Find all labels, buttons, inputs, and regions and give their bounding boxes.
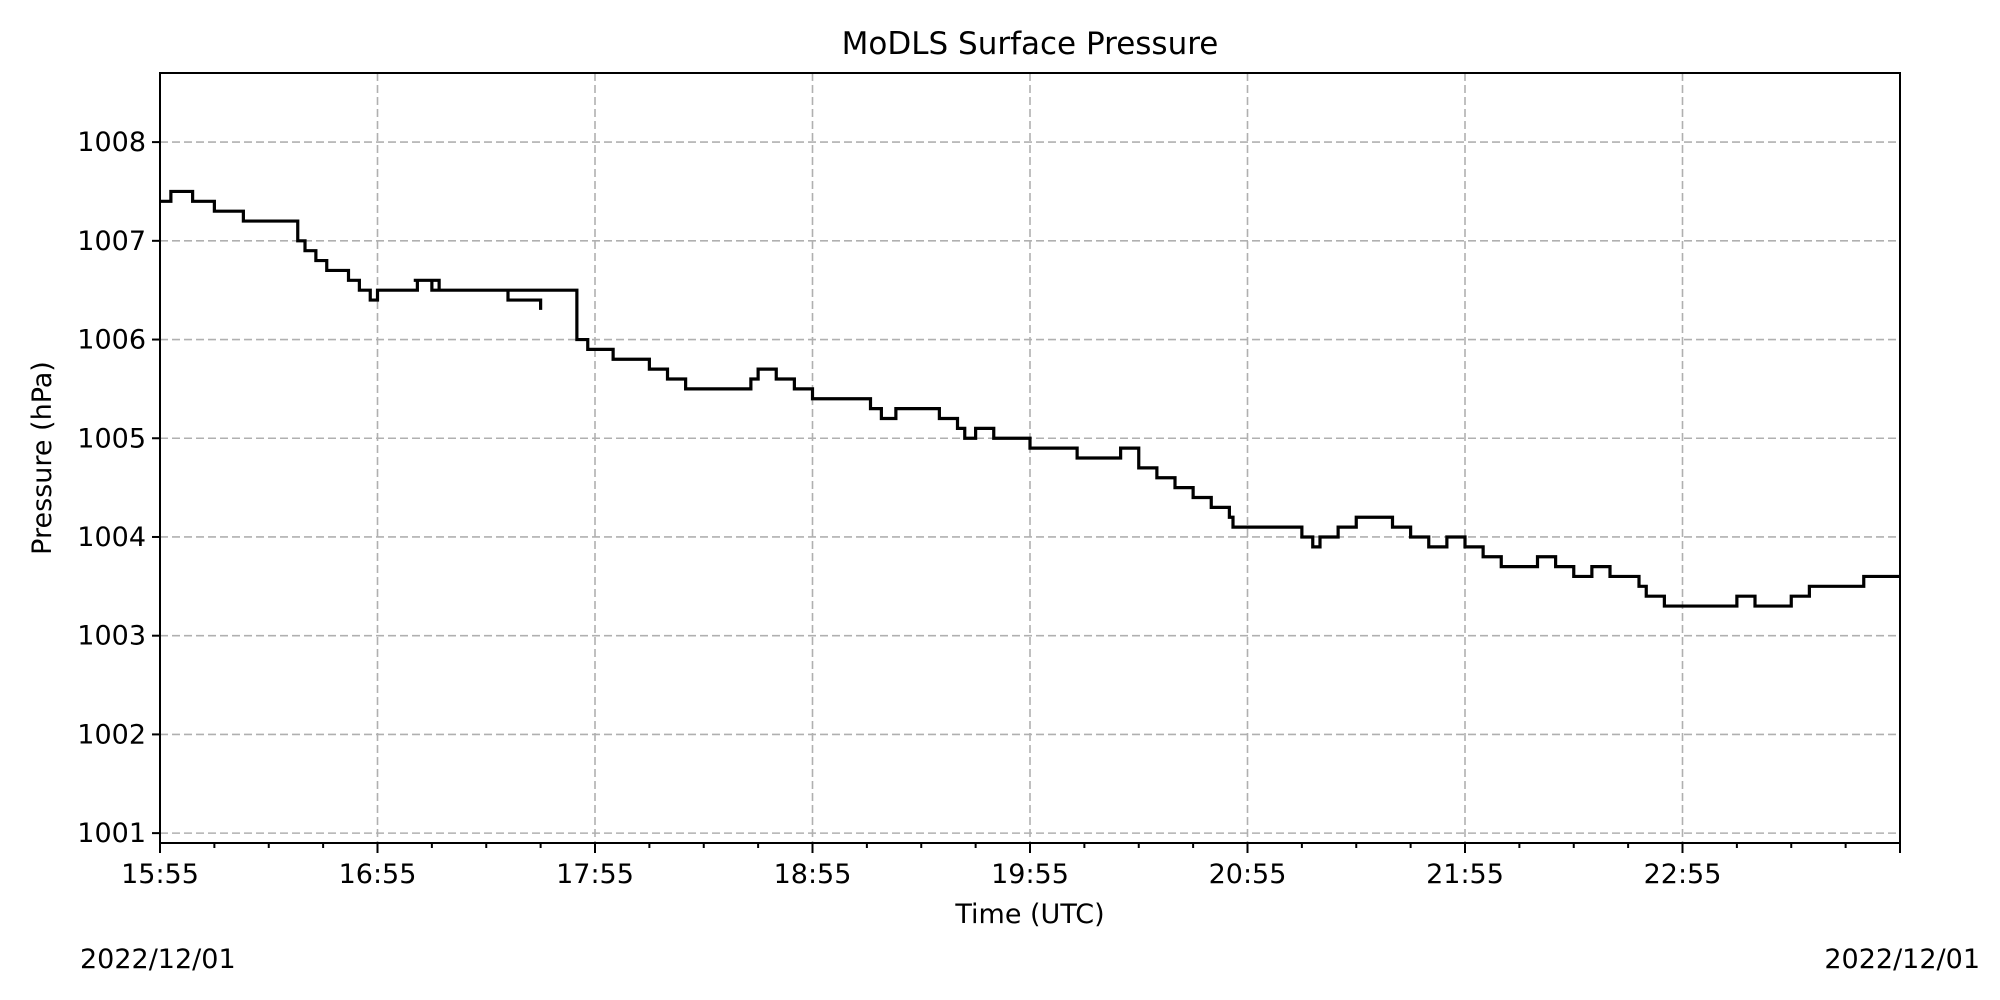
y-tick-label: 1003	[77, 621, 146, 652]
x-axis-label: Time (UTC)	[954, 899, 1104, 930]
pressure-line	[160, 189, 1900, 608]
x-tick-label: 19:55	[991, 859, 1069, 890]
x-tick-label: 16:55	[339, 859, 417, 890]
x-tick-label: 17:55	[556, 859, 634, 890]
series-layer	[160, 189, 1900, 608]
end-date-label: 2022/12/01	[1824, 944, 1980, 975]
grid-lines	[160, 73, 1900, 843]
start-date-label: 2022/12/01	[80, 944, 236, 975]
x-tick-label: 21:55	[1426, 859, 1504, 890]
y-axis: 1001 1002 1003 1004 1005 1006 1007 1008	[77, 127, 160, 849]
y-tick-label: 1006	[77, 325, 146, 356]
y-tick-label: 1007	[77, 226, 146, 257]
x-tick-label: 15:55	[121, 859, 199, 890]
y-tick-label: 1001	[77, 818, 146, 849]
x-tick-label: 18:55	[774, 859, 852, 890]
x-axis: 15:55 16:55 17:55 18:55 19:55 20:55 21:55 22:55	[121, 843, 1901, 890]
y-tick-label: 1004	[77, 522, 146, 553]
y-tick-label: 1002	[77, 719, 146, 750]
y-axis-label: Pressure (hPa)	[27, 361, 58, 555]
y-tick-label: 1005	[77, 423, 146, 454]
x-tick-label: 22:55	[1644, 859, 1722, 890]
y-tick-label: 1008	[77, 127, 146, 158]
chart-title: MoDLS Surface Pressure	[842, 26, 1219, 62]
x-tick-label: 20:55	[1209, 859, 1287, 890]
